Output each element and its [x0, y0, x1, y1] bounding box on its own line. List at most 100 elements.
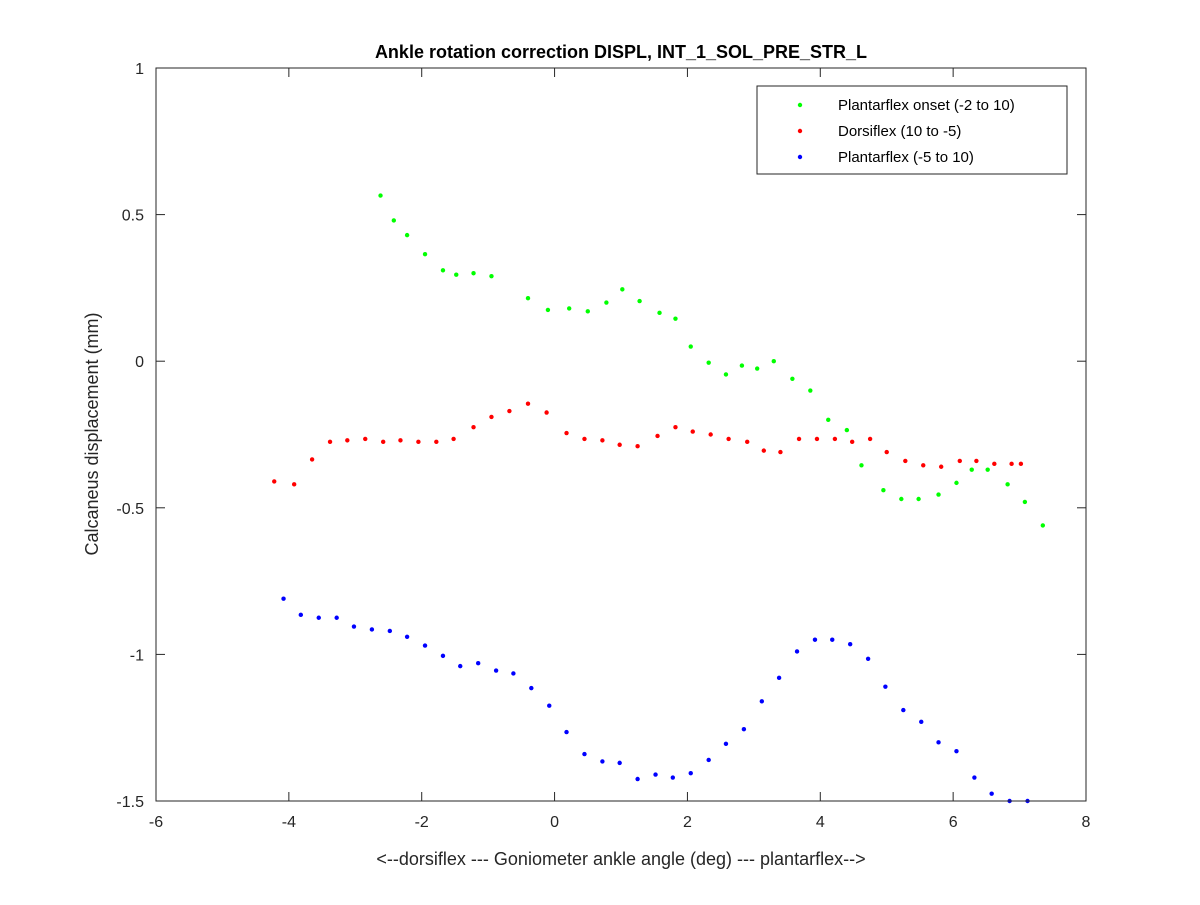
data-point: [985, 467, 990, 472]
data-point: [387, 628, 393, 634]
data-point: [525, 401, 531, 406]
data-point: [440, 268, 446, 273]
data-point: [363, 436, 368, 442]
data-point: [617, 760, 622, 766]
series-1: [272, 401, 1024, 487]
x-tick-label: -2: [415, 814, 429, 831]
data-point: [778, 449, 783, 455]
x-tick-label: 4: [816, 814, 825, 831]
data-point: [936, 740, 941, 745]
y-tick-label: 1: [135, 61, 144, 78]
data-point: [723, 372, 729, 377]
chart-title: Ankle rotation correction DISPL, INT_1_S…: [375, 42, 867, 62]
data-point: [525, 295, 531, 301]
data-point: [511, 671, 516, 676]
data-point: [808, 388, 813, 393]
series-0: [378, 193, 1046, 528]
x-tick-label: 2: [683, 814, 692, 831]
data-point: [582, 436, 587, 442]
legend-label-plantarflex-onset: Plantarflex onset (-2 to 10): [838, 97, 1015, 114]
data-point: [404, 634, 410, 640]
data-point: [919, 719, 924, 725]
data-point: [529, 685, 534, 691]
data-point: [653, 772, 658, 777]
data-point: [489, 414, 494, 420]
data-point: [903, 458, 908, 464]
y-tick-label: -1.5: [116, 794, 144, 811]
y-tick-label: -1: [130, 647, 144, 664]
data-point: [826, 417, 831, 423]
data-point: [655, 433, 660, 439]
x-tick-label: 8: [1082, 814, 1091, 831]
data-point: [670, 775, 676, 780]
data-point: [706, 360, 711, 365]
data-point: [745, 439, 750, 445]
legend-marker-plantarflex-onset: [797, 102, 803, 108]
data-point: [416, 439, 421, 445]
y-tick-label: -0.5: [116, 501, 144, 518]
data-point: [544, 410, 549, 415]
x-axis-label: <--dorsiflex --- Goniometer ankle angle …: [376, 849, 865, 869]
plot-frame: [155, 67, 1087, 802]
data-point: [585, 309, 590, 314]
series-layer: [272, 193, 1046, 804]
data-point: [688, 344, 693, 349]
data-point: [865, 656, 871, 661]
data-point: [796, 436, 802, 442]
data-point: [351, 624, 357, 629]
data-point: [901, 707, 906, 713]
data-point: [899, 496, 904, 502]
data-point: [345, 438, 350, 443]
data-point: [859, 463, 864, 468]
data-point: [771, 359, 776, 364]
data-point: [582, 751, 587, 757]
data-point: [334, 615, 339, 620]
data-point: [739, 363, 745, 368]
data-point: [830, 637, 835, 642]
data-point: [776, 675, 782, 681]
legend-label-plantarflex: Plantarflex (-5 to 10): [838, 149, 974, 166]
data-point: [600, 759, 605, 764]
data-point: [790, 376, 795, 381]
y-axis-label: Calcaneus displacement (mm): [82, 312, 102, 555]
data-point: [936, 492, 941, 497]
data-point: [883, 684, 888, 689]
data-point: [723, 741, 729, 747]
data-point: [759, 699, 765, 704]
data-point: [1040, 523, 1046, 528]
data-point: [794, 649, 800, 654]
data-point: [1022, 499, 1028, 505]
data-point: [272, 479, 277, 484]
data-point: [398, 438, 403, 443]
data-point: [309, 457, 315, 462]
data-point: [814, 436, 820, 442]
data-point: [916, 496, 921, 502]
data-point: [454, 272, 459, 277]
data-point: [422, 251, 428, 257]
data-point: [617, 442, 622, 447]
data-point: [881, 488, 886, 493]
data-point: [974, 458, 979, 464]
data-point: [989, 791, 994, 796]
data-point: [761, 448, 767, 453]
data-point: [422, 643, 428, 648]
legend-marker-dorsiflex: [797, 128, 803, 134]
x-tick-label: -6: [149, 814, 163, 831]
data-point: [884, 449, 889, 455]
data-point: [1018, 461, 1024, 467]
data-point: [493, 668, 499, 673]
data-point: [475, 660, 481, 666]
data-point: [726, 436, 731, 442]
plot-area: [156, 68, 1086, 801]
data-point: [471, 424, 476, 430]
data-point: [812, 637, 818, 642]
data-point: [657, 310, 662, 316]
data-point: [708, 432, 713, 437]
series-2: [281, 596, 1030, 804]
data-point: [547, 703, 552, 708]
data-point: [316, 615, 321, 620]
data-point: [688, 770, 693, 776]
data-point: [458, 663, 463, 669]
data-point: [471, 271, 476, 276]
